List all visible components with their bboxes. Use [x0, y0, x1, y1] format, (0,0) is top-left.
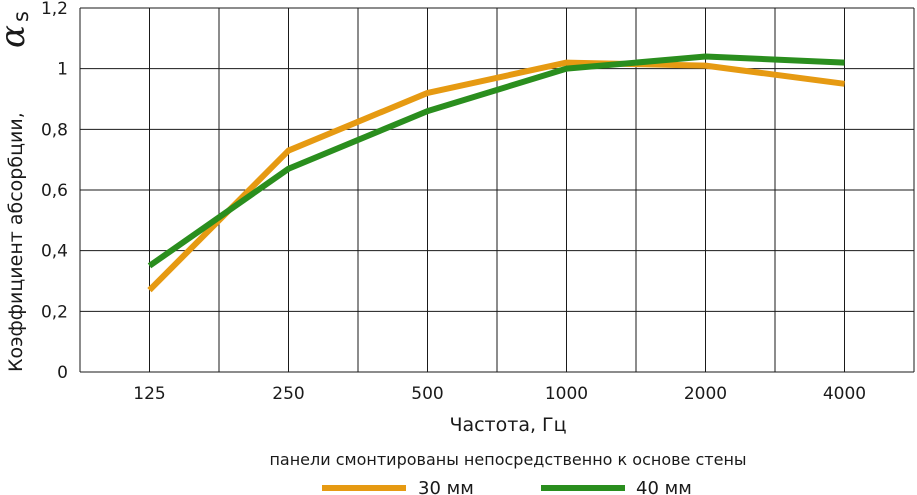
y-tick-label: 0,4: [41, 242, 68, 262]
mounting-note: панели смонтированы непосредственно к ос…: [269, 450, 746, 469]
y-tick-label: 0,2: [41, 302, 68, 322]
y-tick-labels: 0 0,2 0,4 0,6 0,8 1 1,2: [41, 0, 68, 383]
x-tick-label: 4000: [823, 384, 866, 404]
y-tick-label: 0,6: [41, 181, 68, 201]
x-tick-label: 500: [411, 384, 443, 404]
y-axis-title: Коэффициент абсорбции,: [5, 112, 27, 372]
x-tick-label: 250: [272, 384, 304, 404]
alpha-symbol: α: [0, 25, 33, 48]
x-tick-label: 1000: [545, 384, 588, 404]
chart-grid: [79, 7, 915, 373]
y-tick-label: 1: [57, 60, 68, 80]
series-line-30mm: [147, 59, 845, 293]
x-axis-title: Частота, Гц: [449, 414, 566, 436]
y-axis-title-group: Коэффициент абсорбции, α s: [0, 11, 33, 372]
x-tick-labels: 125 250 500 1000 2000 4000: [133, 384, 866, 404]
x-tick-label: 125: [133, 384, 165, 404]
series-lines: [147, 53, 845, 293]
series-line-40mm: [147, 53, 845, 269]
y-tick-label: 1,2: [41, 0, 68, 19]
legend-label-30mm: 30 мм: [418, 478, 474, 495]
legend-label-40mm: 40 мм: [636, 478, 692, 495]
legend: 30 мм 40 мм: [322, 478, 692, 495]
y-tick-label: 0: [57, 363, 68, 383]
y-tick-label: 0,8: [41, 120, 68, 140]
x-tick-label: 2000: [684, 384, 727, 404]
alpha-subscript: s: [9, 11, 33, 22]
